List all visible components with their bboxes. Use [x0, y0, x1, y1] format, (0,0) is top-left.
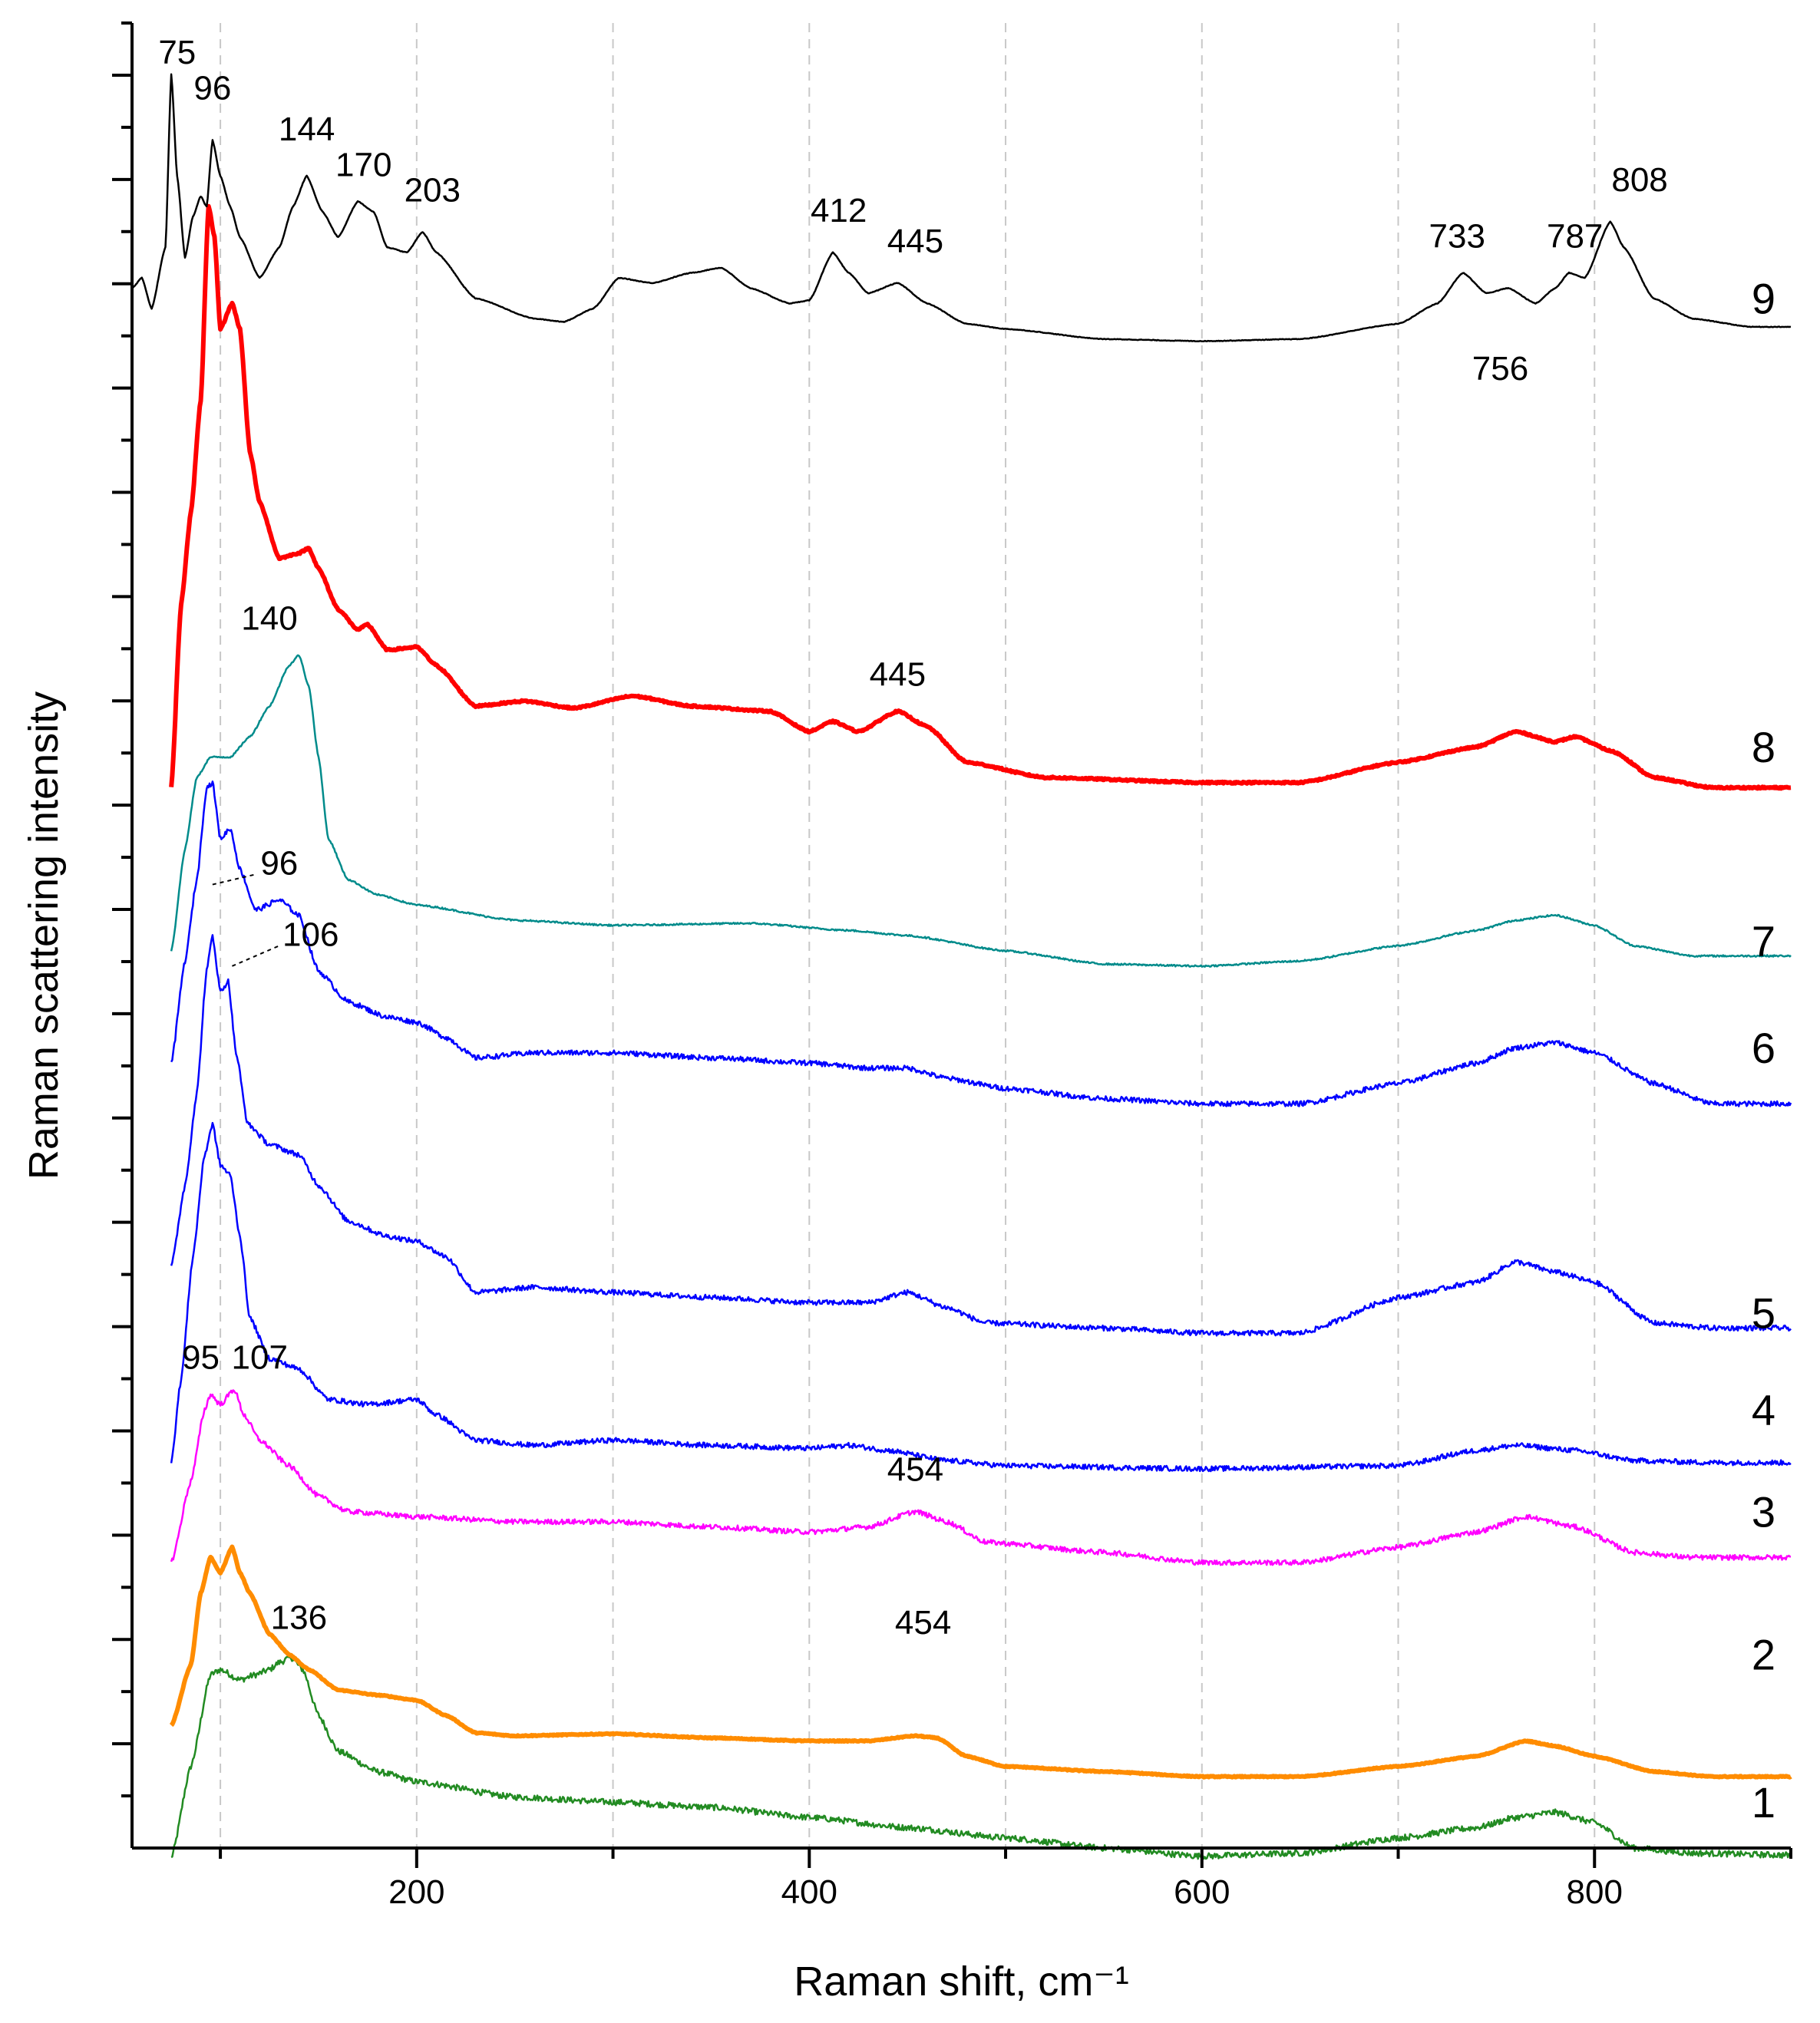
peak-label-412: 412	[811, 192, 867, 229]
peak-label-107: 107	[232, 1339, 288, 1377]
plot-frame	[130, 23, 1791, 1850]
series-6-line	[170, 780, 1792, 1107]
peak-label-203: 203	[405, 171, 461, 209]
x-tick-label-200: 200	[388, 1873, 444, 1911]
curve-label-3: 3	[1752, 1488, 1775, 1536]
curve-label-6: 6	[1752, 1024, 1775, 1072]
series-5-line	[170, 934, 1792, 1337]
axis-ticks: 200 400 600 800	[112, 21, 1792, 1911]
curve-label-4: 4	[1752, 1386, 1775, 1434]
peak-label-454: 454	[887, 1451, 943, 1489]
peak-label-170: 170	[335, 146, 391, 183]
series-7-line	[170, 654, 1792, 968]
series-9-line	[131, 73, 1792, 343]
peak-label-144: 144	[279, 111, 335, 148]
peak-label-454: 454	[895, 1604, 951, 1642]
peak-label-140: 140	[241, 599, 297, 637]
peak-label-75: 75	[158, 34, 196, 71]
peak-label-136: 136	[271, 1599, 327, 1636]
peak-label-96: 96	[260, 844, 298, 882]
curve-label-8: 8	[1752, 723, 1775, 771]
y-axis-title: Raman scattering intensity	[21, 691, 67, 1180]
peak-label-95: 95	[182, 1339, 220, 1377]
peak-label-733: 733	[1429, 217, 1485, 255]
series-1-line	[170, 1654, 1792, 1860]
peak-label-808: 808	[1611, 161, 1667, 199]
peak-label-106: 106	[282, 916, 339, 953]
x-tick-label-400: 400	[781, 1873, 837, 1911]
curve-label-2: 2	[1752, 1631, 1775, 1679]
x-tick-label-600: 600	[1174, 1873, 1230, 1911]
peak-label-787: 787	[1547, 217, 1603, 255]
leader-line-0	[212, 873, 256, 886]
curve-label-1: 1	[1752, 1778, 1775, 1827]
x-tick-label-800: 800	[1567, 1873, 1623, 1911]
series-8-line	[169, 203, 1792, 791]
series-2-line	[169, 1544, 1792, 1780]
series-3-line	[170, 1389, 1791, 1566]
peak-label-445: 445	[870, 656, 926, 694]
curve-label-7: 7	[1752, 917, 1775, 965]
leader-line-1	[232, 945, 280, 967]
peak-label-96: 96	[193, 70, 231, 107]
curve-number-labels: 9 8 7 6 5 4 3 2 1	[1752, 275, 1775, 1827]
peak-label-756: 756	[1472, 350, 1528, 388]
x-axis-title: Raman shift, cm⁻¹	[794, 1959, 1129, 2005]
curve-label-9: 9	[1752, 275, 1775, 323]
series-4-line	[170, 1121, 1792, 1473]
peak-label-445: 445	[887, 223, 943, 260]
spectra-curves	[131, 73, 1792, 1860]
curve-label-5: 5	[1752, 1289, 1775, 1337]
